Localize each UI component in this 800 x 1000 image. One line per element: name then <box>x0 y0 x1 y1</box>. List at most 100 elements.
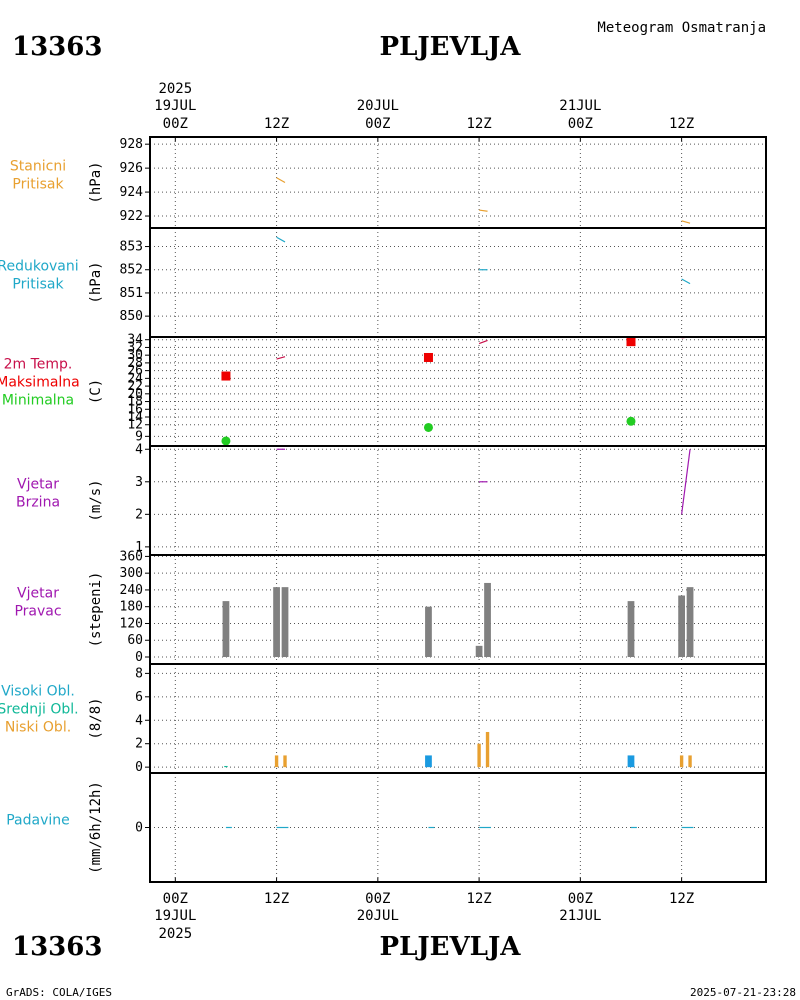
y-tick-label: 360 <box>120 549 143 564</box>
series-vjetar-brzina <box>276 448 691 515</box>
y-tick-label: 6 <box>135 690 143 705</box>
y-tick-label: 26 <box>127 364 143 379</box>
data-bar <box>222 601 230 658</box>
data-segment <box>276 236 286 243</box>
data-point-square <box>626 337 636 347</box>
panel-wind-speed: 1 2 3 4 (m/s) Vjetar Brzina <box>16 442 767 556</box>
time-tick-label-top: 00Z <box>568 116 593 132</box>
panel-label: Srednji Obl. <box>0 702 79 718</box>
data-bar <box>686 587 694 658</box>
y-tick-label: 18 <box>127 395 143 410</box>
data-bar <box>484 582 491 658</box>
y-tick-label: 8 <box>135 666 143 681</box>
unit-label: (8/8) <box>88 697 104 739</box>
data-point-square <box>423 352 433 362</box>
data-bar <box>679 755 684 768</box>
y-tick-label: 853 <box>120 240 143 255</box>
series-niski-obl- <box>274 731 692 768</box>
data-bar <box>475 645 483 658</box>
time-tick-label-top: 12Z <box>466 116 491 132</box>
y-tick-label: 22 <box>127 379 143 394</box>
y-tick-label: 924 <box>120 185 144 200</box>
panel-frame <box>149 663 767 774</box>
panel-reduced-pressure: 850 851 852 853 (hPa) Redukovani Pritisak <box>0 227 767 338</box>
time-tick-label-bottom: 00Z <box>163 891 188 907</box>
data-segment <box>681 449 691 515</box>
date-label-top: 19JUL <box>154 98 196 114</box>
series-maksimalna <box>221 337 636 381</box>
unit-label: (m/s) <box>88 479 104 521</box>
data-segment <box>276 356 286 360</box>
y-tick-label: 0 <box>135 821 143 836</box>
data-point-circle <box>221 436 231 446</box>
data-bar <box>281 587 289 658</box>
footer-software: GrADS: COLA/IGES <box>6 986 112 999</box>
panel-label: Maksimalna <box>0 375 80 391</box>
panel-label: Stanicni <box>10 159 66 175</box>
data-point-square <box>221 371 231 381</box>
station-id-top: 13363 <box>12 32 102 62</box>
panel-label: Vjetar <box>17 477 59 493</box>
station-name-bottom: PLJEVLJA <box>380 932 522 962</box>
y-tick-label: 2 <box>135 737 143 752</box>
panel-label: Niski Obl. <box>5 720 71 736</box>
panel-label: Visoki Obl. <box>1 684 75 700</box>
date-label-bottom: 20JUL <box>357 908 399 924</box>
series-redukovani-pritisak <box>276 236 691 285</box>
panel-frame <box>149 336 767 447</box>
y-tick-label: 2 <box>135 507 143 522</box>
y-tick-label: 240 <box>120 583 143 598</box>
y-tick-label: 34 <box>127 333 143 348</box>
y-tick-label: 14 <box>127 410 143 425</box>
y-tick-label: 12 <box>127 418 143 433</box>
y-tick-label: 60 <box>127 633 143 648</box>
data-segment <box>681 220 691 224</box>
data-bar <box>425 755 432 768</box>
unit-label: (mm/6h/12h) <box>88 781 104 874</box>
panel-label: Pravac <box>14 604 61 620</box>
panel-label: Brzina <box>16 495 60 511</box>
data-point-circle <box>626 416 636 426</box>
time-tick-label-bottom: 00Z <box>568 891 593 907</box>
y-tick-label: 4 <box>135 713 143 728</box>
data-bar <box>627 755 635 768</box>
y-tick-label: 851 <box>120 286 143 301</box>
y-tick-label: 928 <box>120 137 143 152</box>
meteogram-panels: 922924926928(hPa)StanicniPritisak8508518… <box>0 136 767 883</box>
data-bar <box>688 755 692 768</box>
unit-label: (hPa) <box>88 261 104 303</box>
data-bar <box>274 755 279 768</box>
y-tick-label: 9 <box>135 429 143 444</box>
series-srednji-obl- <box>224 765 228 768</box>
date-label-bottom: 21JUL <box>559 908 601 924</box>
y-tick-label: 850 <box>120 309 143 324</box>
series-visoki-obl- <box>425 755 635 768</box>
panel-frame <box>149 772 767 883</box>
data-segment <box>276 177 286 184</box>
y-tick-label: 30 <box>127 348 143 363</box>
data-bar <box>678 595 685 658</box>
y-tick-label: 4 <box>135 442 143 457</box>
panel-label: Pritisak <box>12 277 64 293</box>
y-tick-label: 0 <box>135 650 143 665</box>
time-tick-label-top: 00Z <box>163 116 188 132</box>
y-tick-label: 3 <box>135 475 143 490</box>
y-tick-label: 922 <box>120 209 143 224</box>
series-pravac <box>222 582 694 658</box>
y-tick-label: 852 <box>120 263 143 278</box>
data-point-circle <box>423 422 433 432</box>
meteogram-title: Meteogram Osmatranja <box>597 20 766 36</box>
data-bar <box>485 731 490 768</box>
panel-frame <box>149 136 767 229</box>
station-id-bottom: 13363 <box>12 932 102 962</box>
y-tick-label: 300 <box>120 566 143 581</box>
panel-frame <box>149 445 767 556</box>
unit-label: (C) <box>88 379 104 404</box>
time-tick-label-top: 12Z <box>264 116 289 132</box>
time-tick-label-bottom: 12Z <box>264 891 289 907</box>
y-tick-label: 28 <box>127 356 143 371</box>
y-tick-label: 16 <box>127 402 143 417</box>
year-label-bottom: 2025 <box>158 926 192 942</box>
